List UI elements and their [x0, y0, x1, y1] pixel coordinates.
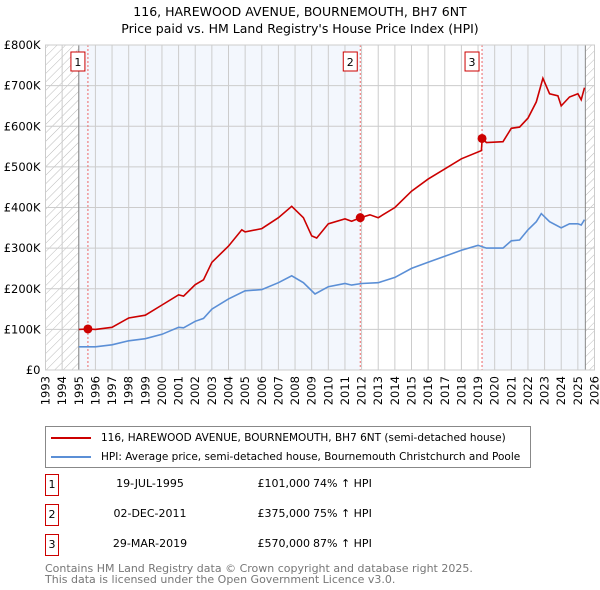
x-tick-label: 2025: [571, 376, 585, 405]
x-tick-label: 2000: [155, 376, 169, 405]
x-tick-label: 2007: [271, 376, 285, 405]
sale-label-box: [342, 51, 358, 72]
x-tick-label: 2009: [305, 376, 319, 405]
legend-swatch-blue: [51, 456, 91, 458]
sale-hpi-diff: 87% ↑ HPI: [313, 537, 372, 550]
x-tick-label: 2014: [388, 376, 402, 405]
x-tick-label: 2001: [172, 376, 186, 405]
x-tick-label: 2023: [538, 376, 552, 405]
y-tick-label: £200K: [4, 282, 41, 296]
legend-swatch-red: [51, 437, 91, 439]
sale-point: [83, 324, 93, 334]
y-tick-label: £300K: [4, 241, 41, 255]
y-tick-label: £500K: [4, 160, 41, 174]
x-tick-label: 1998: [122, 376, 136, 405]
y-tick-label: £400K: [4, 201, 41, 215]
sale-point: [355, 213, 365, 223]
legend: 116, HAREWOOD AVENUE, BOURNEMOUTH, BH7 6…: [45, 426, 531, 468]
x-tick-label: 2004: [222, 376, 236, 405]
y-tick-label: £600K: [4, 119, 41, 133]
x-tick-label: 1993: [39, 376, 53, 405]
x-tick-label: 2026: [588, 376, 600, 405]
x-tick-label: 2022: [521, 376, 535, 405]
x-tick-label: 2008: [288, 376, 302, 405]
chart-title: 116, HAREWOOD AVENUE, BOURNEMOUTH, BH7 6…: [133, 4, 467, 19]
chart-subtitle: Price paid vs. HM Land Registry's House …: [121, 21, 479, 36]
sale-label: 1: [74, 56, 81, 69]
legend-item-hpi: HPI: Average price, semi-detached house,…: [51, 448, 520, 466]
x-tick-label: 2012: [355, 376, 369, 405]
hpi-line: [78, 212, 586, 348]
sale-hpi-diff: 75% ↑ HPI: [313, 507, 372, 520]
sale-date: 29-MAR-2019: [112, 537, 188, 550]
sale-marker-label: 1: [45, 474, 59, 496]
y-tick-label: £100K: [4, 322, 41, 336]
sale-marker-label: 3: [45, 534, 59, 556]
x-tick-label: 2010: [321, 376, 335, 405]
x-tick-label: 2018: [454, 376, 468, 405]
x-tick-label: 2015: [405, 376, 419, 405]
sale-marker-label: 2: [45, 504, 59, 526]
sale-label: 2: [347, 56, 354, 69]
sale-hpi-diff: 74% ↑ HPI: [313, 477, 372, 490]
legend-label: 116, HAREWOOD AVENUE, BOURNEMOUTH, BH7 6…: [101, 432, 506, 444]
x-tick-label: 2005: [238, 376, 252, 405]
sale-label: 3: [469, 56, 476, 69]
x-tick-label: 2002: [188, 376, 202, 405]
x-tick-label: 2019: [471, 376, 485, 405]
legend-item-property: 116, HAREWOOD AVENUE, BOURNEMOUTH, BH7 6…: [51, 429, 506, 447]
sale-label-box: [70, 51, 86, 72]
x-tick-label: 2020: [488, 376, 502, 405]
footer-line: Contains HM Land Registry data © Crown c…: [45, 562, 473, 575]
sale-price: £101,000: [257, 477, 311, 490]
property-price-line: [78, 75, 586, 331]
x-tick-label: 2011: [338, 376, 352, 405]
x-tick-label: 1994: [55, 376, 69, 405]
x-tick-label: 2017: [438, 376, 452, 405]
x-tick-label: 2006: [255, 376, 269, 405]
footer-line: This data is licensed under the Open Gov…: [45, 573, 396, 586]
sale-date: 19-JUL-1995: [116, 477, 184, 490]
x-tick-label: 1999: [138, 376, 152, 405]
sale-price: £570,000: [257, 537, 311, 550]
plot-border: [45, 44, 595, 371]
y-tick-label: £800K: [4, 38, 41, 52]
x-tick-label: 1996: [88, 376, 102, 405]
y-tick-label: £700K: [4, 79, 41, 93]
x-tick-label: 2016: [421, 376, 435, 405]
x-tick-label: 1995: [72, 376, 86, 405]
legend-label: HPI: Average price, semi-detached house,…: [101, 451, 521, 463]
x-tick-label: 2003: [205, 376, 219, 405]
y-tick-label: £0: [26, 363, 41, 377]
sale-date: 02-DEC-2011: [113, 507, 187, 520]
plot-area: 1993 1994 1995 1996 1997 1998 1999 2000 2001 2002…: [4, 38, 600, 405]
sale-point: [477, 133, 487, 143]
x-tick-label: 2024: [554, 376, 568, 405]
x-tick-label: 2013: [371, 376, 385, 405]
x-tick-label: 2021: [504, 376, 518, 405]
sale-label-box: [464, 51, 480, 72]
sale-price: £375,000: [257, 507, 311, 520]
x-tick-label: 1997: [105, 376, 119, 405]
